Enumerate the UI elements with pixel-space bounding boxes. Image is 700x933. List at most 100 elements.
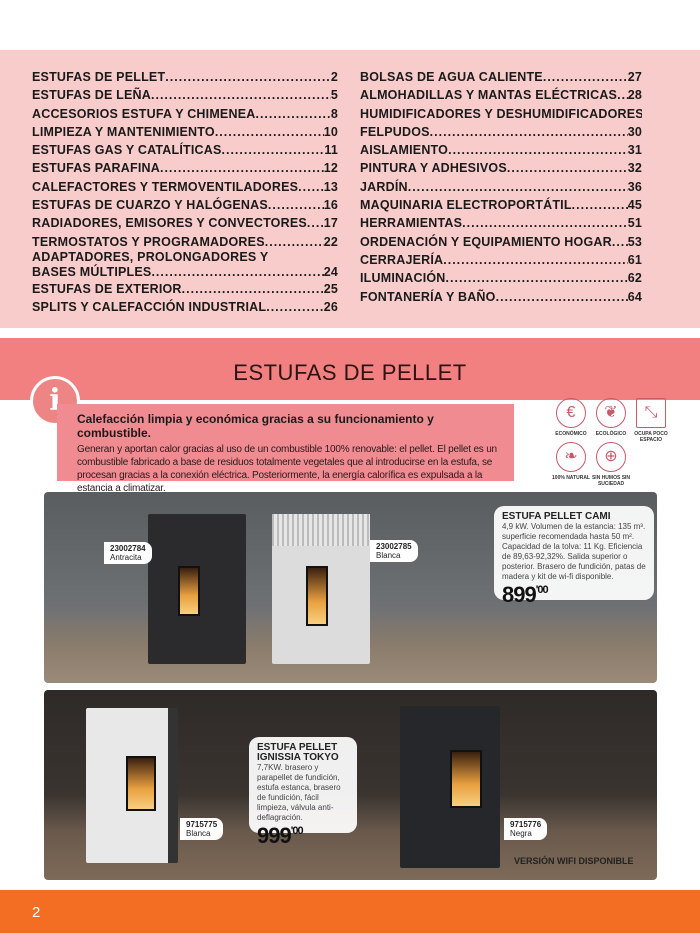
toc-entry-title: MAQUINARIA ELECTROPORTÁTIL — [360, 198, 572, 213]
toc-entry[interactable]: BOLSAS DE AGUA CALIENTE 27 — [360, 68, 642, 86]
toc-entry[interactable]: ESTUFAS DE LEÑA 5 — [32, 86, 338, 104]
toc-leader-dots — [448, 141, 628, 159]
stove-negra-image — [400, 706, 500, 868]
product-description: 4,9 kW. Volumen de la estancia: 135 m³. … — [502, 522, 646, 581]
euro-icon: € — [556, 398, 586, 428]
toc-entry[interactable]: ESTUFAS DE CUARZO Y HALÓGENAS 16 — [32, 196, 338, 214]
toc-entry-title: HERRAMIENTAS — [360, 216, 463, 231]
toc-entry[interactable]: ESTUFAS DE PELLET 2 — [32, 68, 338, 86]
toc-leader-dots — [462, 214, 628, 232]
toc-entry[interactable]: AISLAMIENTO 31 — [360, 141, 642, 159]
product-card: ESTUFA PELLET IGNISSIA TOKYO 7,7KW. bras… — [249, 737, 357, 848]
leaf-hand-icon: ❦ — [596, 398, 626, 428]
toc-leader-dots — [215, 123, 324, 141]
toc-page-number: 16 — [323, 198, 338, 213]
toc-entry-title: ALMOHADILLAS Y MANTAS ELÉCTRICAS — [360, 88, 618, 103]
toc-entry-title: FONTANERÍA Y BAÑO — [360, 289, 496, 304]
toc-page-number: 53 — [627, 234, 642, 249]
toc-entry-title: ESTUFAS GAS Y CATALÍTICAS — [32, 143, 222, 158]
toc-entry-title: ACCESORIOS ESTUFA Y CHIMENEA — [32, 106, 256, 121]
toc-entry-title: ESTUFAS DE PELLET — [32, 70, 166, 84]
toc-entry[interactable]: ADAPTADORES, PROLONGADORES Y BASES MÚLTIP… — [32, 251, 338, 280]
toc-page-number: 8 — [330, 106, 338, 121]
toc-leader-dots — [507, 159, 628, 177]
variant-tag: 23002785 Blanca — [370, 540, 418, 562]
toc-entry[interactable]: MAQUINARIA ELECTROPORTÁTIL 45 — [360, 196, 642, 214]
toc-entry[interactable]: PINTURA Y ADHESIVOS 32 — [360, 159, 642, 177]
variant-tag: 23002784 Antracita — [104, 542, 152, 564]
feature-item: ⤡ OCUPA POCO ESPACIO — [630, 398, 672, 443]
toc-entry-title: JARDÍN — [360, 179, 408, 194]
toc-leader-dots — [443, 251, 627, 269]
toc-leader-dots — [408, 178, 628, 196]
toc-page-number: 31 — [627, 143, 642, 158]
toc-leader-dots — [446, 269, 628, 287]
toc-entry-title: CALEFACTORES Y TERMOVENTILADORES — [32, 179, 299, 194]
toc-entry[interactable]: LIMPIEZA Y MANTENIMIENTO 10 — [32, 123, 338, 141]
stove-antracita-image — [148, 514, 246, 664]
toc-page-number: 2 — [330, 70, 338, 84]
toc-entry-title: LIMPIEZA Y MANTENIMIENTO — [32, 124, 215, 139]
product-price: 999'00 — [257, 823, 304, 848]
toc-page-number: 12 — [323, 161, 338, 176]
toc-leader-dots — [160, 159, 324, 177]
toc-leader-dots — [617, 86, 628, 104]
toc-entry[interactable]: ORDENACIÓN Y EQUIPAMIENTO HOGAR 53 — [360, 233, 642, 251]
toc-entry[interactable]: CERRAJERÍA 61 — [360, 251, 642, 269]
toc-leader-dots — [182, 280, 324, 298]
toc-entry[interactable]: HUMIDIFICADORES Y DESHUMIDIFICADORES29 — [360, 105, 642, 123]
toc-entry[interactable]: FONTANERÍA Y BAÑO 64 — [360, 288, 642, 306]
product-card: ESTUFA PELLET CAMI 4,9 kW. Volumen de la… — [494, 506, 654, 607]
toc-entry[interactable]: CALEFACTORES Y TERMOVENTILADORES 13 — [32, 178, 338, 196]
toc-entry-title: ESTUFAS DE CUARZO Y HALÓGENAS — [32, 198, 268, 213]
toc-entry[interactable]: ACCESORIOS ESTUFA Y CHIMENEA 8 — [32, 105, 338, 123]
toc-entry-title: ILUMINACIÓN — [360, 271, 446, 286]
toc-left-column: ESTUFAS DE PELLET 2 ESTUFAS DE LEÑA 5 ACCESO… — [32, 68, 338, 317]
toc-entry-title: BOLSAS DE AGUA CALIENTE — [360, 70, 543, 84]
toc-entry[interactable]: ESTUFAS GAS Y CATALÍTICAS 11 — [32, 141, 338, 159]
toc-page-number: 22 — [323, 234, 338, 249]
section-banner: ESTUFAS DE PELLET — [0, 338, 700, 400]
toc-entry-title: ESTUFAS PARAFINA — [32, 161, 160, 176]
toc-page-number: 11 — [324, 143, 338, 158]
toc-entry[interactable]: SPLITS Y CALEFACCIÓN INDUSTRIAL 26 — [32, 298, 338, 316]
toc-entry[interactable]: JARDÍN 36 — [360, 178, 642, 196]
toc-page-number: 51 — [627, 216, 642, 231]
toc-entry-title: PINTURA Y ADHESIVOS — [360, 161, 507, 176]
toc-page-number: 61 — [627, 252, 642, 267]
toc-page-number: 36 — [627, 179, 642, 194]
toc-page-number: 17 — [323, 216, 338, 231]
toc-page-number: 24 — [323, 264, 338, 279]
toc-entry[interactable]: ILUMINACIÓN 62 — [360, 269, 642, 287]
toc-entry-title: BASES MÚLTIPLES — [32, 264, 152, 279]
compact-arrows-icon: ⤡ — [636, 398, 666, 428]
toc-page-number: 25 — [323, 281, 338, 296]
toc-entry-title: ORDENACIÓN Y EQUIPAMIENTO HOGAR — [360, 234, 612, 249]
toc-leader-dots — [255, 105, 330, 123]
product-name: ESTUFA PELLET IGNISSIA TOKYO — [257, 742, 339, 763]
feature-item: ⊕ SIN HUMOS SIN SUCIEDAD — [590, 442, 632, 487]
variant-tag: 9715776 Negra — [504, 818, 548, 840]
toc-page-number: 32 — [627, 161, 642, 176]
toc-leader-dots — [265, 233, 324, 251]
toc-entry[interactable]: ESTUFAS PARAFINA 12 — [32, 159, 338, 177]
stove-blanca-image — [272, 514, 370, 664]
toc-entry[interactable]: ESTUFAS DE EXTERIOR 25 — [32, 280, 338, 298]
toc-leader-dots — [151, 86, 331, 104]
toc-entry[interactable]: FELPUDOS 30 — [360, 123, 642, 141]
toc-entry[interactable]: ALMOHADILLAS Y MANTAS ELÉCTRICAS 28 — [360, 86, 642, 104]
toc-entry-title: SPLITS Y CALEFACCIÓN INDUSTRIAL — [32, 300, 267, 315]
toc-entry[interactable]: RADIADORES, EMISORES Y CONVECTORES 17 — [32, 214, 338, 232]
toc-leader-dots — [165, 68, 331, 86]
feature-label: ECONÓMICO — [555, 431, 587, 437]
toc-entry[interactable]: TERMOSTATOS Y PROGRAMADORES 22 — [32, 233, 338, 251]
toc-right-column: BOLSAS DE AGUA CALIENTE 27 ALMOHADILLAS Y … — [360, 68, 642, 306]
feature-item: € ECONÓMICO — [550, 398, 592, 437]
product-photo-cami: 23002784 Antracita 23002785 Blanca ESTUFA … — [44, 492, 657, 683]
feature-item: ❧ 100% NATURAL — [550, 442, 592, 481]
section-title: ESTUFAS DE PELLET — [233, 360, 467, 385]
toc-entry[interactable]: HERRAMIENTAS 51 — [360, 214, 642, 232]
toc-leader-dots — [268, 196, 324, 214]
toc-entry-title: FELPUDOS — [360, 124, 430, 139]
toc-entry-title: TERMOSTATOS Y PROGRAMADORES — [32, 234, 265, 249]
